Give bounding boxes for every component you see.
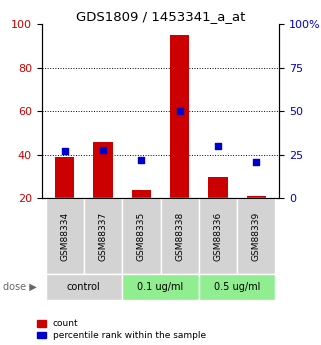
Bar	[93, 142, 113, 198]
Bar	[55, 157, 74, 198]
Text: dose ▶: dose ▶	[3, 282, 37, 292]
Text: GSM88339: GSM88339	[252, 212, 261, 261]
Text: GSM88334: GSM88334	[60, 212, 69, 261]
Text: GSM88338: GSM88338	[175, 212, 184, 261]
Text: control: control	[67, 282, 101, 292]
Bar	[46, 274, 122, 300]
Bar	[208, 177, 228, 198]
Point	[254, 159, 259, 165]
Point	[100, 147, 106, 152]
Legend: count, percentile rank within the sample: count, percentile rank within the sample	[37, 319, 206, 340]
Text: 0.1 ug/ml: 0.1 ug/ml	[137, 282, 184, 292]
Point	[139, 157, 144, 163]
Point	[62, 149, 67, 154]
Text: GSM88336: GSM88336	[213, 212, 222, 261]
Bar	[132, 190, 151, 198]
Bar	[237, 198, 275, 274]
Point	[215, 143, 221, 149]
Point	[177, 108, 182, 114]
Bar	[122, 274, 199, 300]
Bar	[46, 198, 84, 274]
Bar	[170, 35, 189, 198]
Bar	[199, 198, 237, 274]
Title: GDS1809 / 1453341_a_at: GDS1809 / 1453341_a_at	[76, 10, 245, 23]
Text: 0.5 ug/ml: 0.5 ug/ml	[214, 282, 260, 292]
Bar	[160, 198, 199, 274]
Bar	[247, 196, 266, 198]
Bar	[84, 198, 122, 274]
Text: GSM88335: GSM88335	[137, 212, 146, 261]
Text: GSM88337: GSM88337	[99, 212, 108, 261]
Bar	[122, 198, 160, 274]
Bar	[199, 274, 275, 300]
